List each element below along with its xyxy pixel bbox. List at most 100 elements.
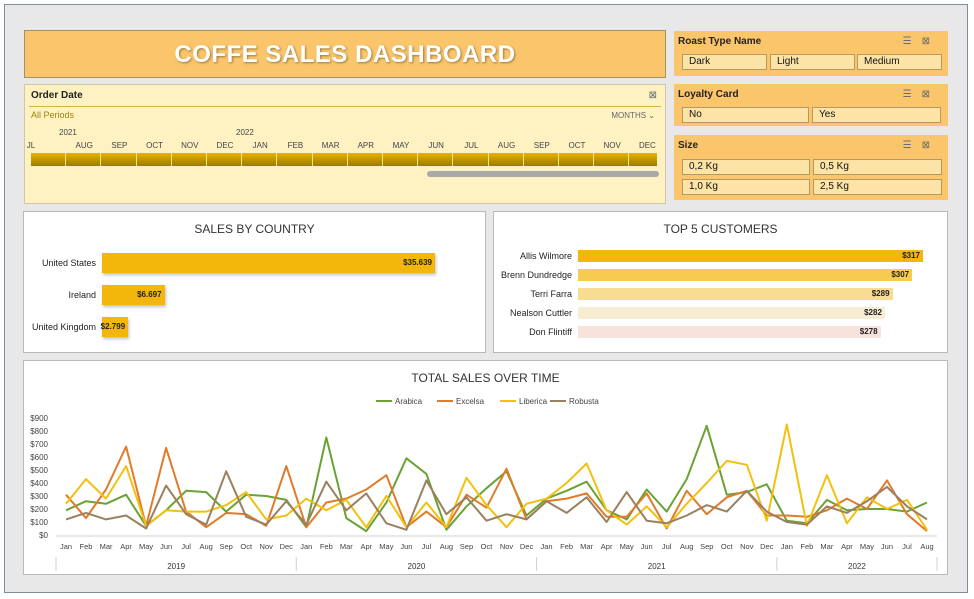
timeline-month-label: NOV [603,141,621,150]
x-tick-label: Nov [500,542,514,551]
timeline-month-label: MAR [321,141,340,150]
timeline-month-label: JUN [428,141,444,150]
data-label: $289 [871,289,890,298]
x-tick-label: Mar [100,542,113,551]
x-tick-label: Jan [300,542,312,551]
clear-filter-icon[interactable]: ⊠ [921,36,940,47]
bar[interactable] [578,250,923,262]
x-tick-label: Feb [320,542,333,551]
y-tick-label: $300 [30,492,48,501]
x-tick-label: Apr [361,542,373,551]
sales-over-time-chart: Arabica Excelsa Liberica Robusta $0 $100 $200 $… [30,397,938,571]
x-tick-label: Mar [820,542,833,551]
timeline-month-divider [100,153,102,166]
loyalty-option-yes[interactable]: Yes [812,107,941,123]
x-tick-label: Aug [920,542,933,551]
roast-option-dark[interactable]: Dark [682,54,767,70]
x-year-label: 2021 [648,562,666,571]
x-tick-label: Oct [721,542,734,551]
clear-filter-icon[interactable]: ⊠ [921,140,940,151]
slicer-toolbar: ☰⊠ [903,89,940,100]
timeline-month-divider [452,153,454,166]
bar[interactable] [578,269,913,281]
size-option-0-2kg[interactable]: 0,2 Kg [682,159,810,175]
timeline-scrollbar[interactable] [427,171,659,177]
category-label: Allis Wilmore [519,250,572,261]
x-tick-label: Jun [160,542,172,551]
timeline-month-label: AUG [497,141,516,150]
top-customers-panel: TOP 5 CUSTOMERS Allis Wilmore $317 Brenn D… [493,211,948,353]
loyalty-card-slicer-title: Loyalty Card [678,89,739,100]
bar[interactable] [102,253,435,273]
timeline-month-divider [558,153,559,166]
size-option-2-5kg[interactable]: 2,5 Kg [813,179,942,195]
data-label: $317 [902,251,920,260]
x-tick-label: Mar [580,542,593,551]
timeline-divider [29,106,661,107]
bar[interactable] [578,307,885,319]
timeline-month-divider [241,153,243,166]
data-label: $307 [891,270,910,279]
size-option-0-5kg[interactable]: 0,5 Kg [813,159,942,175]
sales-over-time-title: TOTAL SALES OVER TIME [411,371,560,385]
timeline-month-label: SEP [533,141,550,150]
clear-filter-icon[interactable]: ⊠ [648,90,657,101]
y-tick-label: $500 [30,466,48,475]
x-tick-label: Sep [460,542,473,551]
x-tick-label: Oct [240,542,253,551]
bar[interactable] [578,326,881,338]
multi-select-icon[interactable]: ☰ [902,36,922,47]
data-label: $278 [859,327,878,336]
timeline-month-label: NOV [181,141,199,150]
x-tick-label: Jan [60,542,72,551]
timeline-month-label: JUL [464,141,479,150]
data-label: $2.799 [100,322,126,331]
timeline-month-label: MAY [392,141,410,150]
roast-type-slicer-title: Roast Type Name [678,36,762,47]
x-tick-label: Apr [601,542,613,551]
top-customers-title: TOP 5 CUSTOMERS [663,222,778,236]
x-tick-label: Sep [700,542,713,551]
timeline-month-label: FEB [287,141,304,150]
size-option-1-0kg[interactable]: 1,0 Kg [682,179,810,195]
timeline-month-divider [382,153,383,166]
x-year-label: 2020 [408,562,426,571]
x-tick-label: Jan [541,542,553,551]
x-tick-label: Aug [440,542,453,551]
timeline-month-divider [593,153,595,166]
timeline-month-divider [346,153,348,166]
x-tick-label: Nov [260,542,274,551]
multi-select-icon[interactable]: ☰ [902,140,922,151]
timeline-bar[interactable] [31,153,657,166]
y-tick-label: $0 [39,531,48,540]
y-tick-label: $200 [30,505,48,514]
sales-by-country-panel: SALES BY COUNTRY United States $35.639 Ire… [23,211,486,353]
x-tick-label: Feb [80,542,93,551]
roast-option-medium[interactable]: Medium [857,54,942,70]
timeline-month-divider [522,153,524,166]
bar[interactable] [102,285,165,305]
timeline-unit-dropdown[interactable]: MONTHS ⌄ [611,111,655,120]
bar[interactable] [102,317,129,337]
timeline-month-label: JAN [252,141,268,150]
loyalty-card-slicer: Loyalty Card ☰⊠ No Yes [674,84,948,126]
multi-select-icon[interactable]: ☰ [902,89,922,100]
timeline-month-label: DEC [638,141,656,150]
roast-option-light[interactable]: Light [770,54,855,70]
y-tick-label: $900 [30,414,48,423]
slicer-toolbar: ☰⊠ [903,140,940,151]
roast-type-slicer: Roast Type Name ☰⊠ Dark Light Medium [674,31,948,76]
x-year-label: 2019 [167,562,185,571]
category-label: Terri Farra [530,288,572,299]
timeline-month-label: JL [26,141,36,150]
clear-filter-icon[interactable]: ⊠ [921,89,940,100]
dashboard-title: COFFE SALES DASHBOARD [174,41,516,68]
bar[interactable] [578,288,893,300]
size-slicer: Size ☰⊠ 0,2 Kg 0,5 Kg 1,0 Kg 2,5 Kg [674,135,948,200]
order-date-title: Order Date [31,90,83,101]
x-tick-label: Aug [680,542,693,551]
loyalty-option-no[interactable]: No [682,107,809,123]
category-label: United States [41,257,96,268]
x-tick-label: Mar [340,542,353,551]
y-tick-label: $400 [30,479,48,488]
